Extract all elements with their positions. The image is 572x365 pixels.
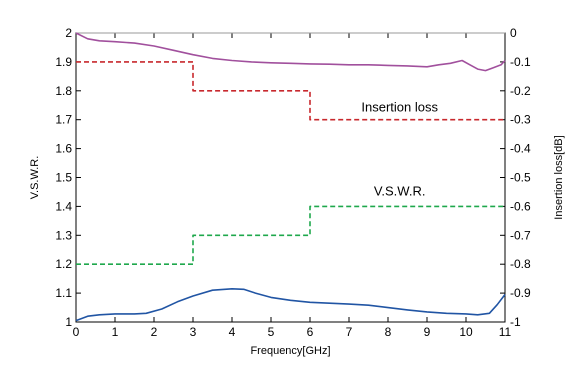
x-axis-title: Frequency[GHz] — [250, 345, 330, 357]
x-tick-label: 10 — [459, 325, 473, 339]
x-tick-label: 2 — [151, 325, 158, 339]
left-y-tick-label: 1.8 — [55, 84, 72, 98]
x-tick-label: 3 — [190, 325, 197, 339]
series-layer — [75, 32, 506, 322]
vswr-measured-line — [75, 287, 506, 322]
left-y-tick-label: 1.1 — [55, 286, 72, 300]
tick-marks — [75, 32, 506, 323]
left-y-axis-title: V.S.W.R. — [29, 156, 41, 200]
insertion-loss-spec-line — [76, 61, 505, 121]
tick-labels: 0 1 2 3 4 5 6 7 8 9 10 1111.11.21.31.41.51.61.71.81… — [55, 26, 531, 339]
left-y-tick-label: 1.2 — [55, 257, 72, 271]
left-y-tick-label: 1.6 — [55, 142, 72, 156]
right-y-tick-label: -0.1 — [510, 55, 531, 69]
x-tick-label: 4 — [229, 325, 236, 339]
right-y-tick-label: 0 — [510, 26, 517, 40]
plot-area — [75, 32, 506, 323]
annotation-vswr: V.S.W.R. — [374, 184, 426, 199]
left-y-tick-label: 1 — [65, 315, 72, 329]
x-tick-label: 5 — [268, 325, 275, 339]
x-tick-label: 11 — [499, 325, 512, 339]
left-y-tick-label: 1.5 — [55, 171, 72, 185]
left-y-tick-label: 1.7 — [55, 113, 72, 127]
right-y-tick-label: -0.4 — [510, 142, 531, 156]
x-tick-label: 0 — [73, 325, 80, 339]
x-tick-label: 9 — [424, 325, 431, 339]
left-y-tick-label: 1.3 — [55, 228, 72, 242]
right-y-axis-title: Insertion loss[dB] — [553, 135, 565, 219]
insertion-loss-measured-line — [75, 32, 506, 72]
right-y-tick-label: -0.3 — [510, 113, 531, 127]
right-y-tick-label: -0.2 — [510, 84, 531, 98]
annotation-insertion-loss: Insertion loss — [361, 100, 438, 115]
left-y-tick-label: 2 — [65, 26, 72, 40]
right-y-tick-label: -0.5 — [510, 171, 531, 185]
right-y-tick-label: -0.7 — [510, 228, 531, 242]
x-tick-label: 8 — [385, 325, 392, 339]
left-y-tick-label: 1.9 — [55, 55, 72, 69]
right-y-tick-label: -0.8 — [510, 257, 531, 271]
right-y-tick-label: -1 — [510, 315, 521, 329]
left-y-tick-label: 1.4 — [55, 199, 72, 213]
x-tick-label: 6 — [307, 325, 314, 339]
vswr-spec-line — [76, 205, 505, 266]
x-tick-label: 7 — [346, 325, 353, 339]
right-y-tick-label: -0.6 — [510, 199, 531, 213]
right-y-tick-label: -0.9 — [510, 286, 531, 300]
x-tick-label: 1 — [112, 325, 119, 339]
